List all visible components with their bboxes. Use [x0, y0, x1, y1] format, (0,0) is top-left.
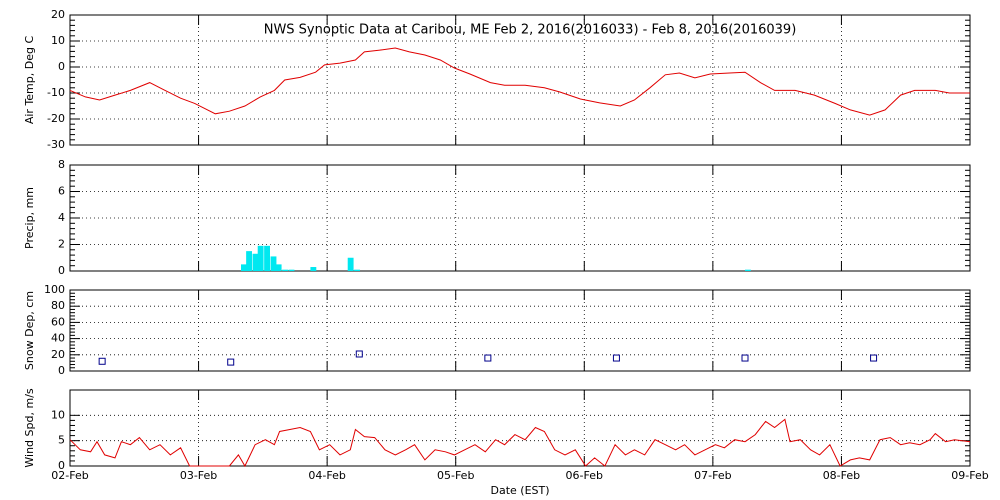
bar [275, 264, 282, 271]
x-tick-label: 08-Feb [823, 469, 860, 482]
line [69, 418, 971, 468]
point [870, 354, 878, 362]
y-tick-label: 0 [58, 60, 65, 73]
y-tick-label: 20 [51, 8, 65, 21]
y-tick-label: 2 [58, 238, 65, 251]
y-tick-label: 6 [58, 185, 65, 198]
y-tick-label: -20 [47, 112, 65, 125]
plot-frame [69, 389, 971, 467]
point [741, 354, 749, 362]
x-axis-label: Date (EST) [490, 484, 549, 497]
bar [270, 256, 277, 271]
x-tick-label: 05-Feb [437, 469, 474, 482]
x-tick-label: 02-Feb [51, 469, 88, 482]
x-tick-label: 03-Feb [180, 469, 217, 482]
y-tick-label: 10 [51, 34, 65, 47]
y-axis-label: Air Temp, Deg C [23, 36, 36, 125]
point [227, 358, 235, 366]
y-tick-label: 20 [51, 348, 65, 361]
bar [745, 269, 751, 271]
y-tick-label: 4 [58, 211, 65, 224]
bar [241, 264, 247, 271]
bar [347, 257, 354, 271]
x-tick-label: 04-Feb [308, 469, 345, 482]
y-tick-label: 40 [51, 332, 65, 345]
y-tick-label: -30 [47, 138, 65, 151]
bar [310, 267, 317, 271]
bar [252, 253, 259, 271]
y-axis-label: Snow Dep, cm [23, 291, 36, 370]
y-tick-label: 80 [51, 299, 65, 312]
bar [288, 269, 295, 271]
y-tick-label: 10 [51, 408, 65, 421]
y-tick-label: 8 [58, 158, 65, 171]
y-tick-label: 100 [44, 283, 65, 296]
point [484, 354, 492, 362]
chart-title: NWS Synoptic Data at Caribou, ME Feb 2, … [264, 23, 797, 38]
y-tick-label: -10 [47, 86, 65, 99]
point [98, 357, 106, 365]
x-tick-label: 09-Feb [951, 469, 988, 482]
bar [264, 245, 270, 271]
y-tick-label: 0 [58, 364, 65, 377]
point [612, 354, 620, 362]
y-tick-label: 60 [51, 315, 65, 328]
y-axis-label: Precip, mm [23, 187, 36, 249]
y-tick-label: 5 [58, 434, 65, 447]
x-tick-label: 07-Feb [694, 469, 731, 482]
y-axis-label: Wind Spd, m/s [23, 388, 36, 468]
y-tick-label: 0 [58, 264, 65, 277]
point [355, 350, 363, 358]
bar [354, 269, 360, 271]
bar [257, 245, 264, 271]
line [69, 47, 970, 116]
x-tick-label: 06-Feb [566, 469, 603, 482]
bar [282, 269, 288, 271]
y-tick-label: 0 [58, 459, 65, 472]
bar [246, 251, 252, 271]
